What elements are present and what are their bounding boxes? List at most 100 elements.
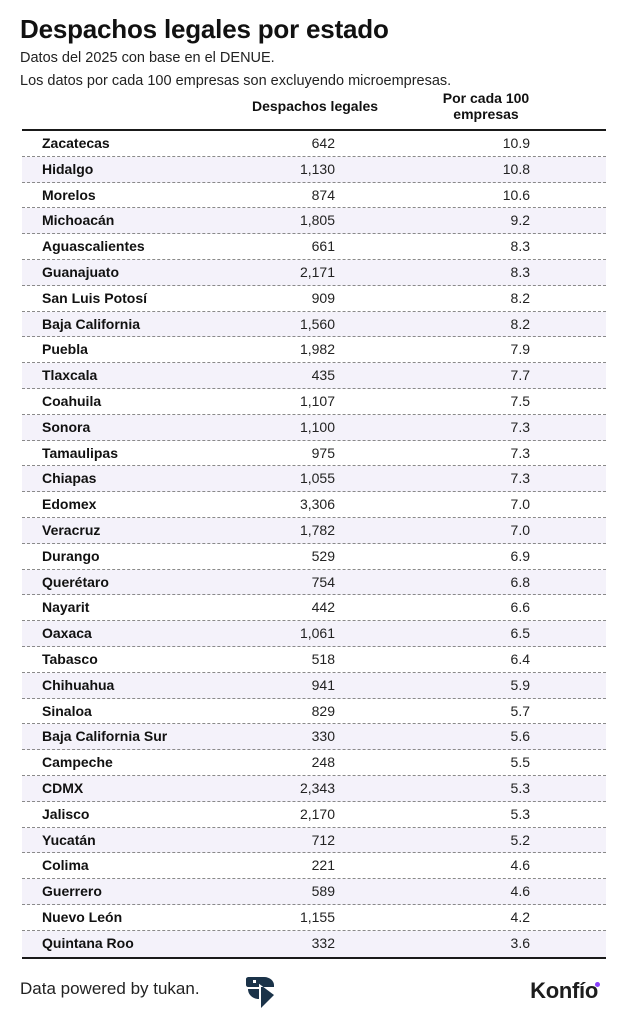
table-row: Edomex 3,306 7.0 (22, 492, 606, 518)
data-table: Zacatecas 642 10.9 Hidalgo 1,130 10.8 Morelos 8… (22, 129, 606, 959)
rate-per-100: 10.9 (502, 135, 530, 151)
column-header-por-cada-100: Por cada 100 empresas (416, 90, 556, 122)
state-name: Chihuahua (42, 676, 115, 693)
table-row: Sonora 1,100 7.3 (22, 414, 606, 441)
despachos-count: 712 (311, 831, 335, 848)
despachos-count: 1,130 (299, 160, 335, 177)
rate-per-100: 8.3 (510, 263, 530, 280)
table-row: Quintana Roo 332 3.6 (22, 930, 606, 957)
rate-per-100: 7.0 (510, 496, 530, 513)
table-row: Querétaro 754 6.8 (22, 569, 606, 596)
despachos-count: 2,343 (299, 779, 335, 796)
rate-per-100: 7.7 (510, 367, 530, 384)
despachos-count: 941 (311, 676, 335, 693)
rate-per-100: 7.3 (510, 444, 530, 461)
state-name: Hidalgo (42, 160, 94, 177)
table-row: San Luis Potosí 909 8.2 (22, 286, 606, 312)
state-name: Yucatán (42, 831, 96, 848)
table-row: Michoacán 1,805 9.2 (22, 208, 606, 235)
despachos-count: 754 (311, 573, 335, 590)
state-name: Campeche (42, 754, 113, 771)
subtitle-source: Datos del 2025 con base en el DENUE. (20, 50, 275, 66)
rate-per-100: 8.3 (510, 238, 530, 255)
despachos-count: 2,171 (299, 263, 335, 280)
despachos-count: 874 (311, 186, 335, 203)
despachos-count: 332 (311, 934, 335, 951)
rate-per-100: 10.8 (502, 160, 530, 177)
table-row: Campeche 248 5.5 (22, 750, 606, 776)
page-title: Despachos legales por estado (20, 14, 389, 44)
table-row: Aguascalientes 661 8.3 (22, 234, 606, 260)
state-name: San Luis Potosí (42, 289, 148, 306)
state-name: Baja California (42, 315, 141, 332)
table-row: Sinaloa 829 5.7 (22, 699, 606, 725)
despachos-count: 1,560 (299, 315, 335, 332)
table-row: Tamaulipas 975 7.3 (22, 441, 606, 467)
state-name: Guanajuato (42, 263, 120, 280)
rate-per-100: 9.2 (510, 212, 530, 229)
state-name: Puebla (42, 341, 88, 358)
table-row: Puebla 1,982 7.9 (22, 337, 606, 364)
table-row: Durango 529 6.9 (22, 544, 606, 570)
table-row: Nayarit 442 6.6 (22, 595, 606, 622)
state-name: Baja California Sur (42, 728, 168, 745)
rate-per-100: 6.6 (510, 599, 530, 616)
state-name: Durango (42, 547, 100, 564)
tukan-logo-icon (246, 977, 274, 1008)
rate-per-100: 5.7 (510, 702, 530, 719)
state-name: Colima (42, 857, 89, 874)
rate-per-100: 6.5 (510, 625, 530, 642)
despachos-count: 909 (311, 289, 335, 306)
table-row: Baja California Sur 330 5.6 (22, 724, 606, 751)
konfio-logo-dot-icon (595, 982, 600, 987)
despachos-count: 1,982 (299, 341, 335, 358)
despachos-count: 661 (311, 238, 335, 255)
state-name: Oaxaca (42, 625, 92, 642)
table-row: Chiapas 1,055 7.3 (22, 466, 606, 493)
state-name: Quintana Roo (42, 934, 134, 951)
rate-per-100: 3.6 (510, 934, 530, 951)
despachos-count: 1,782 (299, 521, 335, 538)
state-name: Querétaro (42, 573, 109, 590)
despachos-count: 330 (311, 728, 335, 745)
konfio-logo: Konfío (530, 978, 598, 1003)
rate-per-100: 7.3 (510, 470, 530, 487)
rate-per-100: 6.8 (510, 573, 530, 590)
table-row: Chihuahua 941 5.9 (22, 672, 606, 699)
despachos-count: 3,306 (299, 496, 335, 513)
rate-per-100: 8.2 (510, 289, 530, 306)
table-row: Hidalgo 1,130 10.8 (22, 156, 606, 183)
despachos-count: 1,805 (299, 212, 335, 229)
despachos-count: 248 (311, 754, 335, 771)
table-row: Yucatán 712 5.2 (22, 827, 606, 854)
rate-per-100: 4.2 (510, 908, 530, 925)
rate-per-100: 5.5 (510, 754, 530, 771)
rate-per-100: 5.9 (510, 676, 530, 693)
despachos-count: 1,055 (299, 470, 335, 487)
rate-per-100: 5.3 (510, 779, 530, 796)
despachos-count: 1,107 (299, 392, 335, 409)
state-name: Veracruz (42, 521, 101, 538)
table-row: Baja California 1,560 8.2 (22, 311, 606, 338)
data-credit: Data powered by tukan. (20, 979, 200, 998)
rate-per-100: 7.0 (510, 521, 530, 538)
despachos-count: 589 (311, 883, 335, 900)
state-name: CDMX (42, 779, 84, 796)
state-name: Nayarit (42, 599, 90, 616)
column-header-line-2: empresas (453, 106, 519, 122)
table-row: Guerrero 589 4.6 (22, 879, 606, 905)
despachos-count: 642 (311, 135, 335, 151)
despachos-count: 829 (311, 702, 335, 719)
despachos-count: 1,155 (299, 908, 335, 925)
table-row: Oaxaca 1,061 6.5 (22, 621, 606, 647)
subtitle-note: Los datos por cada 100 empresas son excl… (20, 73, 452, 89)
despachos-count: 221 (311, 857, 335, 874)
table-row: Guanajuato 2,171 8.3 (22, 259, 606, 286)
table-row: Nuevo León 1,155 4.2 (22, 905, 606, 931)
state-name: Edomex (42, 496, 97, 513)
table-row: Colima 221 4.6 (22, 853, 606, 880)
rate-per-100: 6.4 (510, 650, 530, 667)
state-name: Tabasco (42, 650, 98, 667)
rate-per-100: 6.9 (510, 547, 530, 564)
column-header-line-1: Por cada 100 (442, 90, 530, 106)
